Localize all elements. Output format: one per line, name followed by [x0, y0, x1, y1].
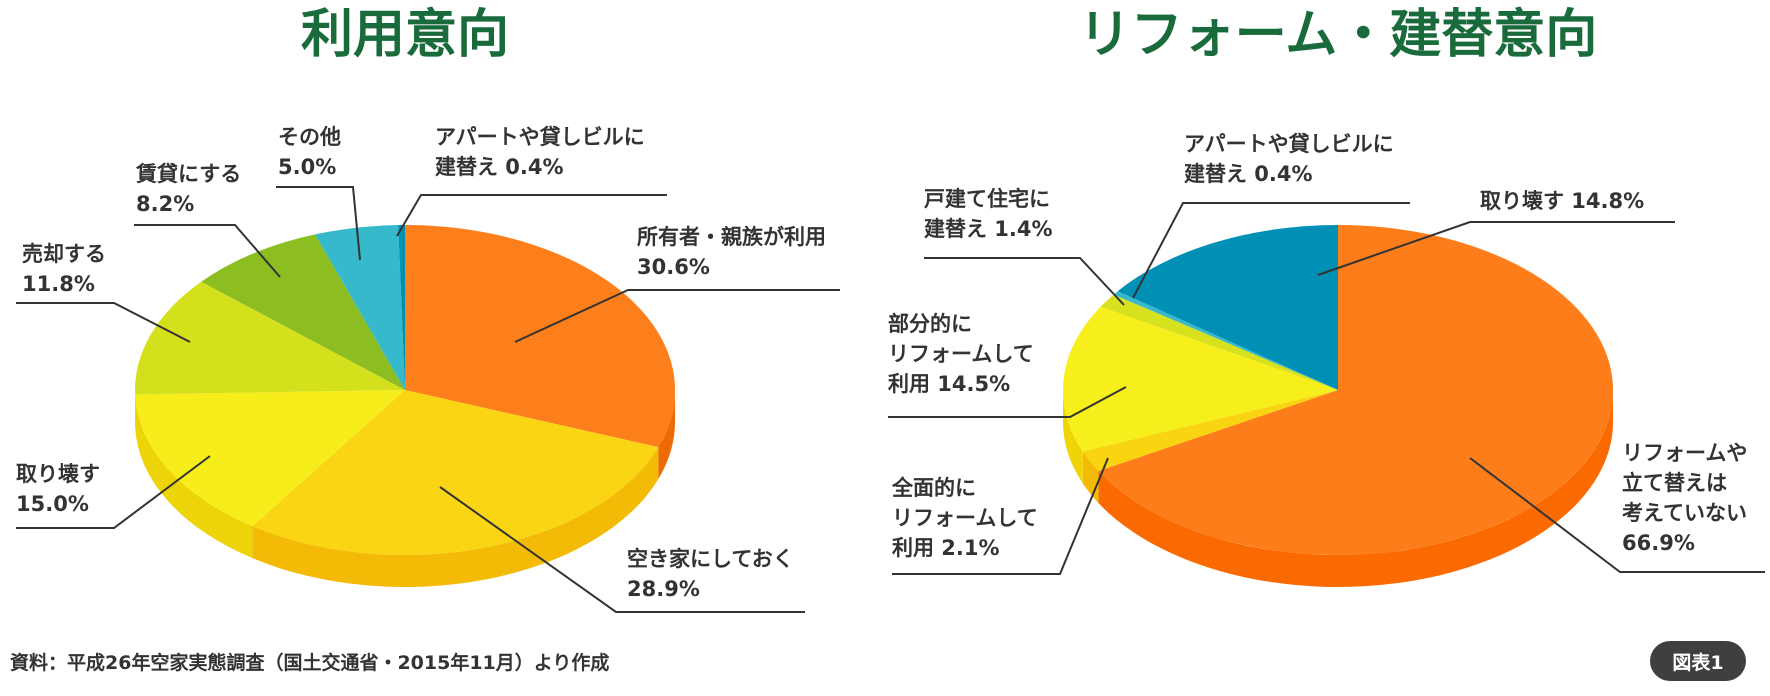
pie-slice-6	[398, 225, 405, 390]
side-wall-2	[1063, 390, 1083, 484]
leader-line-1	[439, 486, 805, 613]
slice-label-4-line-1: 8.2%	[136, 192, 194, 216]
leader-line-2	[16, 455, 211, 529]
slice-label-2-line-1: リフォームして	[888, 342, 1034, 366]
slice-label-0-line-1: 30.6%	[637, 255, 710, 279]
leader-line-2	[888, 386, 1127, 418]
slice-label-6-line-0: アパートや貸しビルに	[435, 125, 645, 149]
side-wall-0	[1098, 390, 1613, 588]
slice-label-1-line-1: リフォームして	[892, 506, 1038, 530]
pie-slice-3	[135, 281, 405, 395]
leader-line-3	[924, 257, 1125, 306]
slice-label-5-line-0: 取り壊す 14.8%	[1480, 189, 1644, 213]
leader-line-0	[1469, 457, 1765, 573]
leader-line-6	[396, 194, 667, 237]
pie-slice-0	[1098, 225, 1613, 555]
pie-slice-4	[201, 234, 405, 390]
leader-line-0	[514, 289, 840, 343]
slice-label-1-line-0: 空き家にしておく	[627, 547, 794, 571]
pie-slice-2	[135, 390, 406, 527]
slice-label-2-line-0: 部分的に	[888, 312, 972, 336]
slice-label-0-line-1: 立て替えは	[1622, 471, 1727, 495]
leader-line-3	[16, 302, 191, 343]
slice-label-4-line-0: アパートや貸しビルに	[1184, 132, 1394, 156]
leader-line-4	[134, 224, 281, 278]
source-note: 資料：平成26年空家実態調査（国土交通省・2015年11月）より作成	[10, 652, 610, 674]
slice-label-2-line-1: 15.0%	[16, 492, 89, 516]
leader-line-4	[1132, 202, 1410, 299]
slice-label-4-line-1: 建替え 0.4%	[1184, 162, 1313, 186]
slice-label-0-line-3: 66.9%	[1622, 531, 1695, 555]
slice-label-1-line-2: 利用 2.1%	[892, 536, 1000, 560]
pie-slice-5	[1117, 225, 1338, 390]
pie-slice-5	[315, 225, 405, 390]
pie-slice-4	[1113, 291, 1338, 390]
pie-slice-3	[1100, 294, 1338, 390]
slice-label-3-line-1: 建替え 1.4%	[924, 217, 1053, 241]
leader-line-1	[892, 457, 1109, 575]
slice-label-4-line-0: 賃貸にする	[135, 162, 241, 186]
slice-label-0-line-0: 所有者・親族が利用	[637, 225, 826, 249]
figure-badge: 図表1	[1650, 641, 1746, 681]
pie-labels: 所有者・親族が利用 30.6% 空き家にしておく 28.9% 取り壊す 15.0% 売却する…	[16, 125, 840, 613]
chart-title-reform-rebuild-intention: リフォーム・建替意向	[1079, 5, 1597, 65]
chart-title-usage-intention: 利用意向	[301, 5, 509, 65]
slice-label-1-line-0: 全面的に	[891, 476, 976, 500]
slice-label-3-line-0: 売却する	[22, 242, 106, 266]
leader-line-5	[276, 186, 361, 261]
slice-label-5-line-1: 5.0%	[278, 155, 336, 179]
slice-label-3-line-1: 11.8%	[22, 272, 95, 296]
slice-label-5-line-0: その他	[278, 125, 341, 149]
slice-label-1-line-1: 28.9%	[627, 577, 700, 601]
side-wall-1	[252, 447, 659, 587]
pie-slice-1	[252, 390, 659, 555]
leader-line-5	[1317, 221, 1675, 276]
pie-slices	[135, 225, 675, 555]
slice-label-2-line-0: 取り壊す	[16, 462, 100, 486]
pie-slice-0	[405, 225, 675, 448]
pie-side-walls	[135, 390, 675, 587]
side-wall-2	[135, 394, 253, 559]
slice-label-2-line-2: 利用 14.5%	[888, 372, 1010, 396]
pie-slices	[1063, 225, 1613, 555]
slice-label-0-line-2: 考えていない	[1622, 501, 1747, 525]
pie-chart-usage-intention: 所有者・親族が利用 30.6% 空き家にしておく 28.9% 取り壊す 15.0% 売却する…	[16, 125, 840, 613]
pie-slice-2	[1063, 306, 1338, 452]
side-wall-0	[658, 390, 675, 480]
slice-label-6-line-1: 建替え 0.4%	[435, 155, 564, 179]
slice-label-0-line-0: リフォームや	[1622, 441, 1747, 465]
pie-slice-1	[1082, 390, 1338, 472]
slice-label-3-line-0: 戸建て住宅に	[924, 187, 1050, 211]
